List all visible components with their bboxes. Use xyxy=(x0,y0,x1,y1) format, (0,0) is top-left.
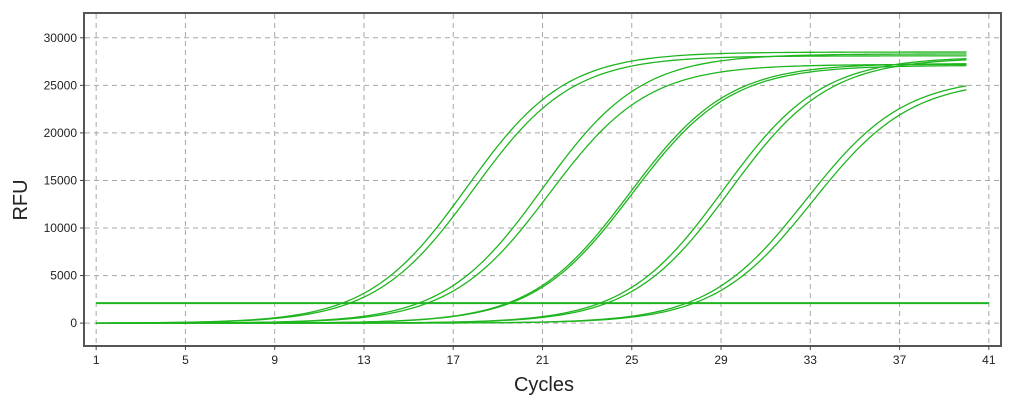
x-tick-label: 25 xyxy=(625,353,639,367)
y-tick-label: 20000 xyxy=(44,126,78,140)
x-tick-label: 17 xyxy=(447,353,461,367)
x-tick-label: 29 xyxy=(714,353,728,367)
grid xyxy=(85,14,1000,345)
x-tick-label: 37 xyxy=(893,353,907,367)
y-tick-label: 30000 xyxy=(44,31,78,45)
ticks: 1 5 9 13 17 21 25 29 33 37 41 0 5000 10000 15000 20000 2… xyxy=(44,31,996,367)
x-axis-title: Cycles xyxy=(514,374,574,396)
y-tick-label: 0 xyxy=(70,316,77,330)
x-tick-label: 13 xyxy=(357,353,371,367)
y-tick-label: 15000 xyxy=(44,173,78,187)
x-tick-label: 9 xyxy=(271,353,278,367)
x-tick-label: 33 xyxy=(804,353,818,367)
y-tick-label: 5000 xyxy=(50,269,77,283)
y-axis-title: RFU xyxy=(10,179,32,220)
x-tick-label: 41 xyxy=(982,353,996,367)
amplification-curve xyxy=(96,89,967,324)
y-tick-label: 25000 xyxy=(44,78,78,92)
amplification-curve xyxy=(96,55,967,324)
amplification-curves xyxy=(96,51,967,324)
y-tick-label: 10000 xyxy=(44,221,78,235)
x-tick-label: 21 xyxy=(536,353,550,367)
x-tick-label: 5 xyxy=(182,353,189,367)
x-tick-label: 1 xyxy=(93,353,100,367)
